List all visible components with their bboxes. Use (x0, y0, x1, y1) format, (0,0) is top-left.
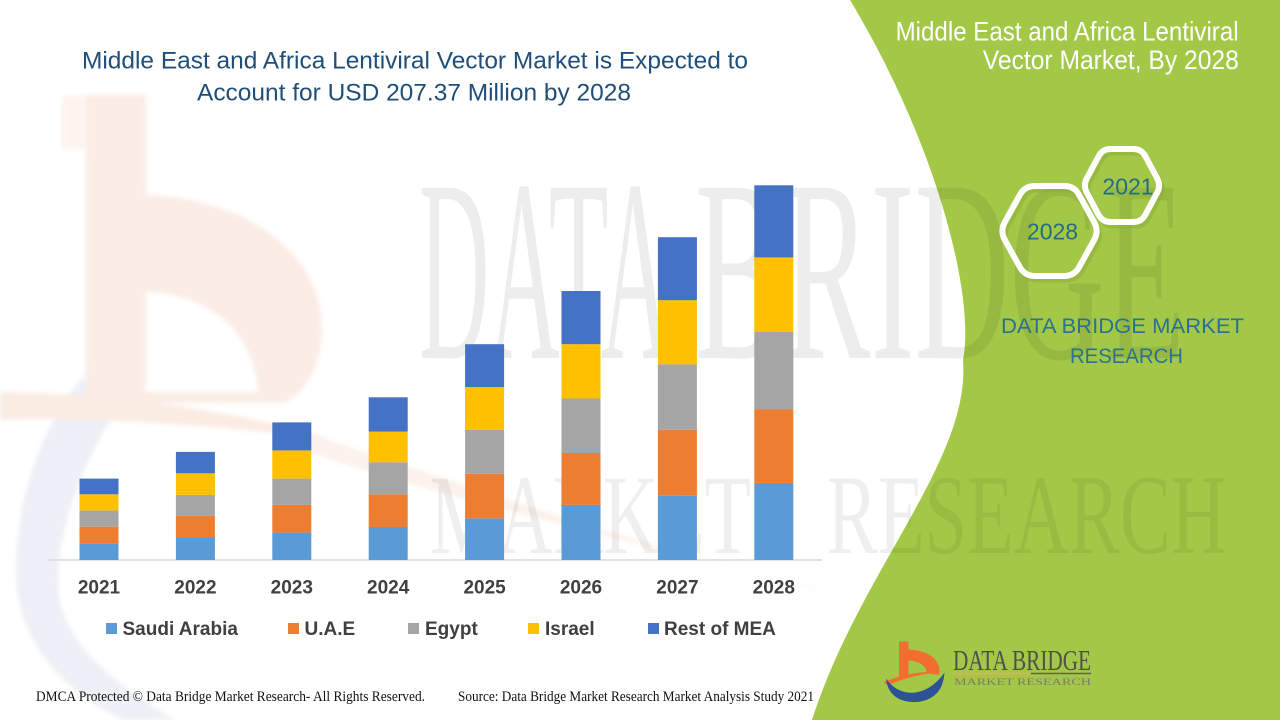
svg-text:Source: Data Bridge Market Res: Source: Data Bridge Market Research Mark… (458, 689, 814, 705)
svg-text:DATA BRIDGE MARKET: DATA BRIDGE MARKET (1001, 315, 1244, 338)
svg-text:2026: 2026 (560, 578, 602, 599)
svg-text:Vector Market, By 2028: Vector Market, By 2028 (983, 45, 1239, 75)
svg-text:U.A.E: U.A.E (305, 619, 356, 640)
svg-text:Middle East and Africa Lentivi: Middle East and Africa Lentiviral (896, 17, 1239, 47)
svg-text:MARKET RESEARCH: MARKET RESEARCH (954, 678, 1091, 688)
svg-text:Saudi Arabia: Saudi Arabia (123, 619, 239, 640)
svg-text:2027: 2027 (656, 578, 698, 599)
svg-text:2022: 2022 (174, 578, 216, 599)
svg-text:DMCA Protected © Data Bridge M: DMCA Protected © Data Bridge Market Rese… (36, 689, 425, 705)
svg-text:Account for USD 207.37 Million: Account for USD 207.37 Million by 2028 (197, 79, 631, 106)
svg-text:Middle East and Africa Lentivi: Middle East and Africa Lentiviral Vector… (82, 48, 748, 75)
svg-text:DATA: DATA (419, 127, 671, 415)
svg-text:2025: 2025 (463, 578, 506, 599)
svg-text:Israel: Israel (545, 619, 595, 640)
svg-text:2021: 2021 (78, 578, 121, 599)
svg-text:RESEARCH: RESEARCH (827, 453, 1226, 578)
svg-text:2023: 2023 (271, 578, 313, 599)
svg-text:2024: 2024 (367, 578, 410, 599)
svg-text:2028: 2028 (753, 578, 795, 599)
svg-text:Egypt: Egypt (425, 619, 478, 640)
svg-text:DATA BRIDGE: DATA BRIDGE (953, 646, 1091, 677)
svg-text:2021: 2021 (1102, 174, 1153, 200)
svg-text:2028: 2028 (1027, 219, 1078, 245)
svg-text:RESEARCH: RESEARCH (1070, 345, 1183, 368)
svg-text:Rest of MEA: Rest of MEA (664, 619, 776, 640)
